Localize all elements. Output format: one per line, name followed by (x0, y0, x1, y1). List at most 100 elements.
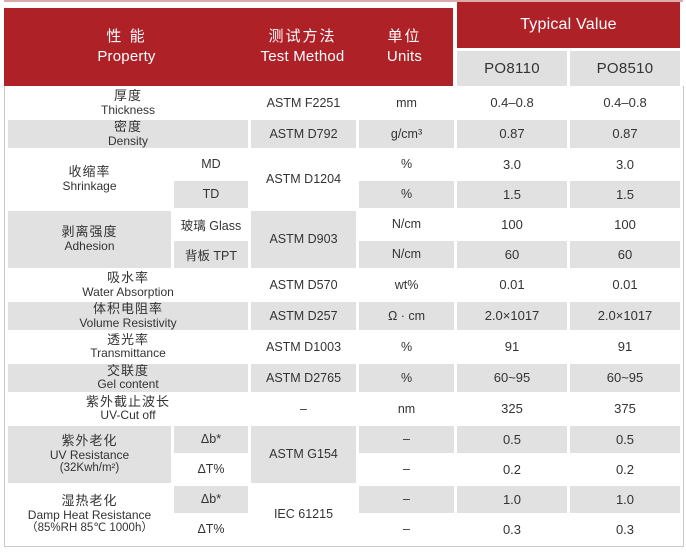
volume-resistivity-po8110-value: 2.0×1017 (457, 301, 567, 330)
row-water-absorption: 吸水率 Water Absorption ASTM D570 wt% 0.01 … (8, 271, 680, 299)
density-units-cell: g/cm³ (359, 119, 454, 148)
transmittance-en: Transmittance (90, 346, 166, 361)
shrinkage-method-cell: ASTM D1204 (265, 172, 342, 187)
row-gel-content: 交联度 Gel content ASTM D2765 % 60~95 60~95 (8, 363, 680, 392)
uv-cut-off-po8110-value: 325 (501, 401, 523, 417)
uv-cut-off-units-cell: nm (397, 401, 416, 416)
damp-heat-zh: 湿热老化 (61, 492, 118, 508)
volume-resistivity-en: Volume Resistivity (79, 315, 177, 330)
water-absorption-property-cell: 吸水率 Water Absorption (8, 271, 248, 299)
transmittance-property-cell: 透光率 Transmittance (8, 333, 248, 361)
thickness-zh: 厚度 (113, 89, 142, 103)
uv-resistance-db-subcell: Δb* (174, 425, 248, 453)
row-damp-heat-dt: ΔT% – 0.3 0.3 (8, 516, 680, 543)
adhesion-glass-po8510-value: 100 (614, 216, 636, 232)
water-absorption-method-cell: ASTM D570 (269, 277, 338, 292)
adhesion-tpt-po8510-value: 60 (570, 240, 680, 268)
adhesion-property-cell: 剥离强度 Adhesion (8, 210, 171, 268)
uv-resistance-dt-po8510-value: 0.2 (615, 461, 635, 477)
uv-resistance-db-po8110-value: 0.5 (457, 425, 567, 453)
adhesion-tpt-subcell: 背板 TPT (174, 240, 248, 268)
adhesion-glass-subcell: 玻璃 Glass (180, 218, 242, 233)
water-absorption-en: Water Absorption (82, 284, 174, 299)
uv-resistance-note: (32Kwh/m²) (59, 461, 120, 474)
col-header-typical-value: Typical Value (457, 2, 680, 48)
header-left-block: 性 能 Property 测试方法 Test Method 单位 Units (4, 8, 453, 86)
row-density: 密度 Density ASTM D792 g/cm³ 0.87 0.87 (8, 119, 680, 148)
damp-heat-method-cell: IEC 61215 (273, 507, 334, 522)
col-header-property: 性 能 Property (4, 8, 249, 86)
water-absorption-po8110-value: 0.01 (499, 277, 525, 293)
gel-content-property-cell: 交联度 Gel content (8, 363, 248, 392)
damp-heat-dt-subcell: ΔT% (197, 522, 225, 537)
uv-cut-off-method-cell: – (300, 401, 307, 416)
density-po8110-value: 0.87 (457, 119, 567, 148)
thickness-units-cell: mm (396, 95, 417, 110)
damp-heat-en: Damp Heat Resistance (27, 507, 152, 522)
thickness-po8510-value: 0.4–0.8 (603, 95, 647, 111)
row-shrinkage-md: 收缩率 Shrinkage MD ASTM D1204 % 3.0 3.0 (8, 151, 680, 193)
volume-resistivity-method-cell: ASTM D257 (251, 301, 356, 330)
gel-content-en: Gel content (97, 377, 159, 392)
adhesion-glass-po8110-value: 100 (501, 216, 523, 232)
units-header-en: Units (386, 48, 423, 65)
adhesion-tpt-po8110-value: 60 (457, 240, 567, 268)
adhesion-glass-units-cell: N/cm (391, 217, 422, 232)
uv-resistance-db-units-cell: – (359, 425, 454, 453)
shrinkage-md-po8510-value: 3.0 (615, 156, 635, 172)
col-header-po8510: PO8510 (570, 51, 680, 86)
damp-heat-db-subcell: Δb* (174, 485, 248, 513)
density-zh: 密度 (113, 119, 142, 134)
uv-resistance-dt-po8110-value: 0.2 (502, 461, 522, 477)
shrinkage-property-cell: 收缩率 Shrinkage (8, 151, 171, 208)
volume-resistivity-property-cell: 体积电阻率 Volume Resistivity (8, 301, 248, 330)
col-header-units: 单位 Units (356, 8, 453, 86)
damp-heat-dt-po8510-value: 0.3 (615, 521, 635, 537)
shrinkage-md-units-cell: % (400, 157, 413, 172)
gel-content-po8110-value: 60~95 (457, 363, 567, 392)
col-header-test-method: 测试方法 Test Method (249, 8, 356, 86)
damp-heat-db-po8510-value: 1.0 (570, 485, 680, 513)
gel-content-po8510-value: 60~95 (570, 363, 680, 392)
row-uv-cut-off: 紫外截止波长 UV-Cut off – nm 325 375 (8, 395, 680, 423)
transmittance-units-cell: % (400, 339, 413, 354)
volume-resistivity-units-cell: Ω · cm (359, 301, 454, 330)
uv-resistance-method-cell: ASTM G154 (251, 425, 356, 483)
water-absorption-po8510-value: 0.01 (612, 277, 638, 293)
transmittance-po8510-value: 91 (617, 339, 633, 355)
shrinkage-md-subcell: MD (201, 157, 221, 172)
damp-heat-db-po8110-value: 1.0 (457, 485, 567, 513)
adhesion-en: Adhesion (64, 239, 115, 254)
table-header: 性 能 Property 测试方法 Test Method 单位 Units T… (4, 2, 686, 86)
damp-heat-note: （85%RH 85℃ 1000h） (26, 521, 153, 534)
shrinkage-md-po8110-value: 3.0 (502, 156, 522, 172)
density-po8510-value: 0.87 (570, 119, 680, 148)
gel-content-zh: 交联度 (106, 363, 149, 378)
product-columns-band: PO8110 PO8510 (457, 51, 680, 86)
uv-resistance-dt-units-cell: – (403, 462, 410, 477)
gel-content-units-cell: % (359, 363, 454, 392)
shrinkage-td-subcell: TD (174, 180, 248, 208)
uv-resistance-property-cell: 紫外老化 UV Resistance (32Kwh/m²) (8, 425, 171, 483)
test-method-header-zh: 测试方法 (268, 28, 337, 45)
volume-resistivity-po8510-value: 2.0×1017 (570, 301, 680, 330)
top-accent-line (4, 0, 683, 2)
transmittance-method-cell: ASTM D1003 (265, 339, 342, 354)
density-method-cell: ASTM D792 (251, 119, 356, 148)
row-adhesion-tpt: 背板 TPT N/cm 60 60 (8, 240, 680, 268)
uv-resistance-zh: 紫外老化 (61, 432, 118, 448)
shrinkage-en: Shrinkage (62, 179, 117, 194)
units-header-zh: 单位 (387, 28, 422, 45)
gel-content-method-cell: ASTM D2765 (251, 363, 356, 392)
damp-heat-property-cell: 湿热老化 Damp Heat Resistance （85%RH 85℃ 100… (8, 486, 171, 543)
shrinkage-td-po8510-value: 1.5 (570, 180, 680, 208)
shrinkage-td-po8110-value: 1.5 (457, 180, 567, 208)
adhesion-tpt-units-cell: N/cm (359, 240, 454, 268)
uv-cut-off-en: UV-Cut off (100, 408, 156, 423)
properties-table: 厚度 Thickness ASTM F2251 mm 0.4–0.8 0.4–0… (5, 86, 683, 546)
col-header-po8110: PO8110 (457, 51, 567, 86)
property-header-en: Property (97, 48, 156, 65)
adhesion-zh: 剥离强度 (61, 224, 118, 240)
uv-cut-off-po8510-value: 375 (614, 401, 636, 417)
